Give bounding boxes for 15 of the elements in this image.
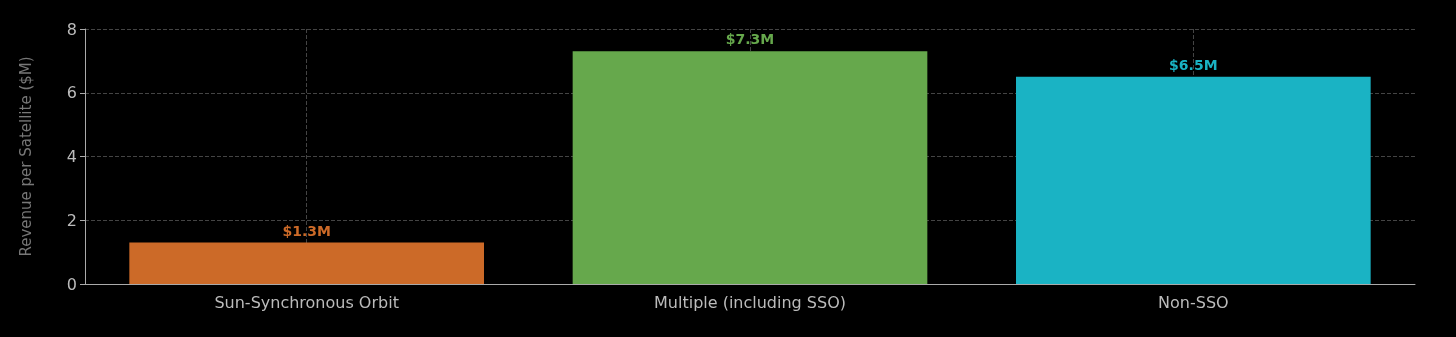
y-tick-label: 4 (66, 147, 77, 166)
y-tick-label: 6 (66, 83, 77, 103)
x-tick-label: Non-SSO (1158, 292, 1229, 312)
y-axis-title: Revenue per Satellite ($M) (16, 56, 35, 257)
data-label: $6.5M (1169, 56, 1218, 73)
x-tick-label: Sun-Synchronous Orbit (214, 292, 399, 312)
bar (129, 242, 484, 284)
x-tick-label: Multiple (including SSO) (654, 292, 846, 312)
y-tick-label: 0 (66, 274, 77, 294)
data-label: $1.3M (282, 222, 331, 239)
bar (1016, 76, 1371, 284)
y-tick-label: 2 (66, 210, 77, 230)
y-tick-label: 8 (66, 19, 77, 39)
bar (572, 51, 928, 284)
data-label: $7.3M (725, 31, 775, 48)
